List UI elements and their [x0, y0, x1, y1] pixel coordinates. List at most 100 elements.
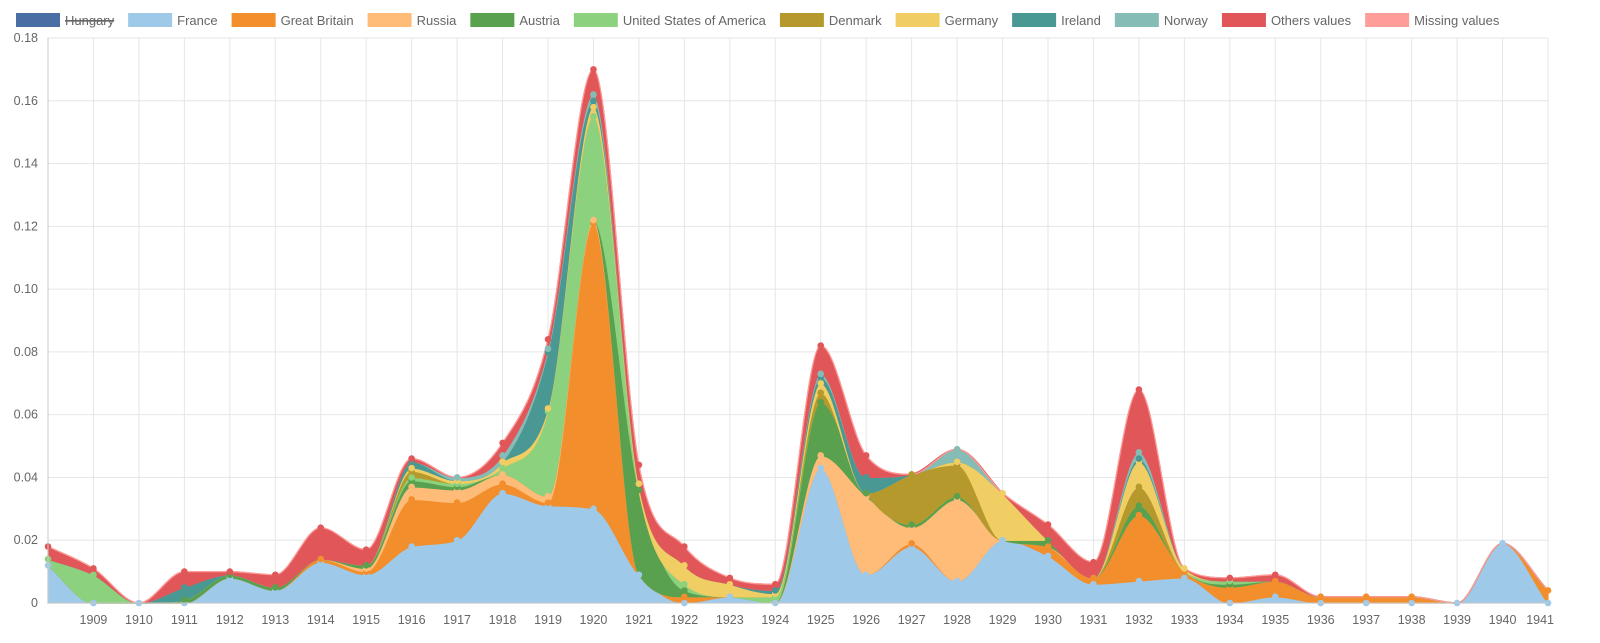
data-point: [590, 103, 597, 111]
legend-item-missing-values[interactable]: Missing values: [1365, 13, 1500, 28]
data-point: [181, 568, 188, 575]
data-point: [999, 489, 1006, 497]
x-tick-label: 1921: [625, 613, 653, 627]
x-tick-label: 1936: [1307, 613, 1335, 627]
legend-label: Austria: [519, 13, 560, 28]
data-point: [1408, 593, 1415, 601]
legend-item-ireland[interactable]: Ireland: [1012, 13, 1101, 28]
legend-label: France: [177, 13, 217, 28]
x-tick-label: 1925: [807, 613, 835, 627]
legend-item-austria[interactable]: Austria: [470, 13, 561, 28]
legend-swatch: [1365, 13, 1410, 27]
x-tick-label: 1939: [1443, 613, 1471, 627]
legend[interactable]: Hungary France Great Britain Russia Austria U…: [16, 13, 1500, 28]
legend-swatch: [367, 13, 412, 27]
data-point: [499, 439, 506, 447]
data-point: [1135, 449, 1143, 456]
y-tick-label: 0: [31, 596, 38, 610]
data-point: [1135, 386, 1143, 393]
x-tick-label: 1913: [261, 613, 289, 627]
data-point: [862, 489, 870, 497]
y-tick-label: 0.10: [14, 282, 38, 296]
x-tick-label: 1917: [443, 613, 471, 627]
data-point: [1317, 593, 1325, 601]
legend-item-great-britain[interactable]: Great Britain: [231, 13, 354, 28]
data-point: [681, 580, 688, 588]
x-tick-label: 1911: [171, 613, 198, 627]
data-point: [817, 370, 825, 378]
data-point: [1181, 565, 1188, 572]
data-point: [90, 571, 97, 579]
legend-item-germany[interactable]: Germany: [895, 13, 999, 28]
data-point: [1135, 511, 1143, 519]
data-point: [590, 216, 597, 224]
data-point: [181, 584, 188, 591]
data-point: [1544, 587, 1552, 594]
data-point: [499, 480, 506, 488]
legend-item-united-states-of-america[interactable]: United States of America: [573, 13, 767, 28]
legend-item-russia[interactable]: Russia: [367, 13, 458, 28]
legend-item-others-values[interactable]: Others values: [1221, 13, 1352, 28]
x-tick-label: 1926: [852, 613, 880, 627]
data-point: [681, 593, 688, 601]
x-tick-label: 1930: [1034, 613, 1062, 627]
data-point: [408, 543, 415, 550]
data-point: [817, 464, 825, 472]
x-tick-label: 1912: [216, 613, 244, 627]
data-point: [1044, 536, 1052, 544]
legend-swatch: [470, 13, 515, 27]
y-tick-label: 0.06: [14, 408, 38, 422]
data-point: [1135, 577, 1143, 585]
legend-label: Ireland: [1061, 13, 1101, 28]
y-tick-label: 0.08: [14, 345, 38, 359]
legend-label: Germany: [945, 13, 999, 28]
data-point: [408, 474, 415, 481]
x-tick-label: 1938: [1398, 613, 1426, 627]
data-point: [1271, 571, 1279, 579]
data-point: [681, 543, 688, 550]
data-point: [544, 499, 552, 506]
legend-swatch: [1012, 13, 1057, 27]
data-point: [453, 474, 461, 481]
data-point: [953, 492, 961, 500]
data-point: [908, 540, 915, 547]
x-tick-label: 1914: [307, 613, 335, 627]
x-tick-label: 1937: [1352, 613, 1380, 627]
legend-label: Russia: [417, 13, 458, 28]
data-point: [1135, 502, 1143, 509]
legend-swatch: [16, 13, 60, 27]
legend-item-denmark[interactable]: Denmark: [779, 13, 882, 28]
data-point: [1362, 593, 1370, 601]
legend-swatch: [573, 13, 618, 27]
legend-label: Norway: [1164, 13, 1209, 28]
point-layer: [44, 66, 1552, 607]
data-point: [181, 596, 188, 604]
data-point: [544, 345, 552, 353]
y-tick-label: 0.14: [14, 157, 38, 171]
x-tick-label: 1918: [489, 613, 517, 627]
data-point: [226, 568, 234, 575]
data-point: [408, 483, 415, 491]
data-point: [635, 571, 643, 579]
data-point: [499, 452, 506, 459]
legend-item-hungary[interactable]: Hungary: [16, 13, 115, 28]
data-point: [544, 336, 552, 343]
legend-item-france[interactable]: France: [128, 13, 218, 28]
data-point: [271, 584, 279, 591]
data-point: [953, 577, 961, 585]
data-point: [726, 593, 734, 601]
x-tick-label: 1916: [398, 613, 426, 627]
x-tick-label: 1910: [125, 613, 153, 627]
legend-item-norway[interactable]: Norway: [1114, 13, 1209, 28]
legend-label: Others values: [1271, 13, 1352, 28]
x-tick-label: 1923: [716, 613, 744, 627]
data-point: [1090, 574, 1097, 582]
x-tick-label: 1929: [989, 613, 1017, 627]
x-tick-label: 1934: [1216, 613, 1244, 627]
data-point: [408, 455, 415, 462]
data-point: [1135, 455, 1143, 462]
legend-swatch: [231, 13, 276, 27]
data-point: [817, 398, 825, 406]
